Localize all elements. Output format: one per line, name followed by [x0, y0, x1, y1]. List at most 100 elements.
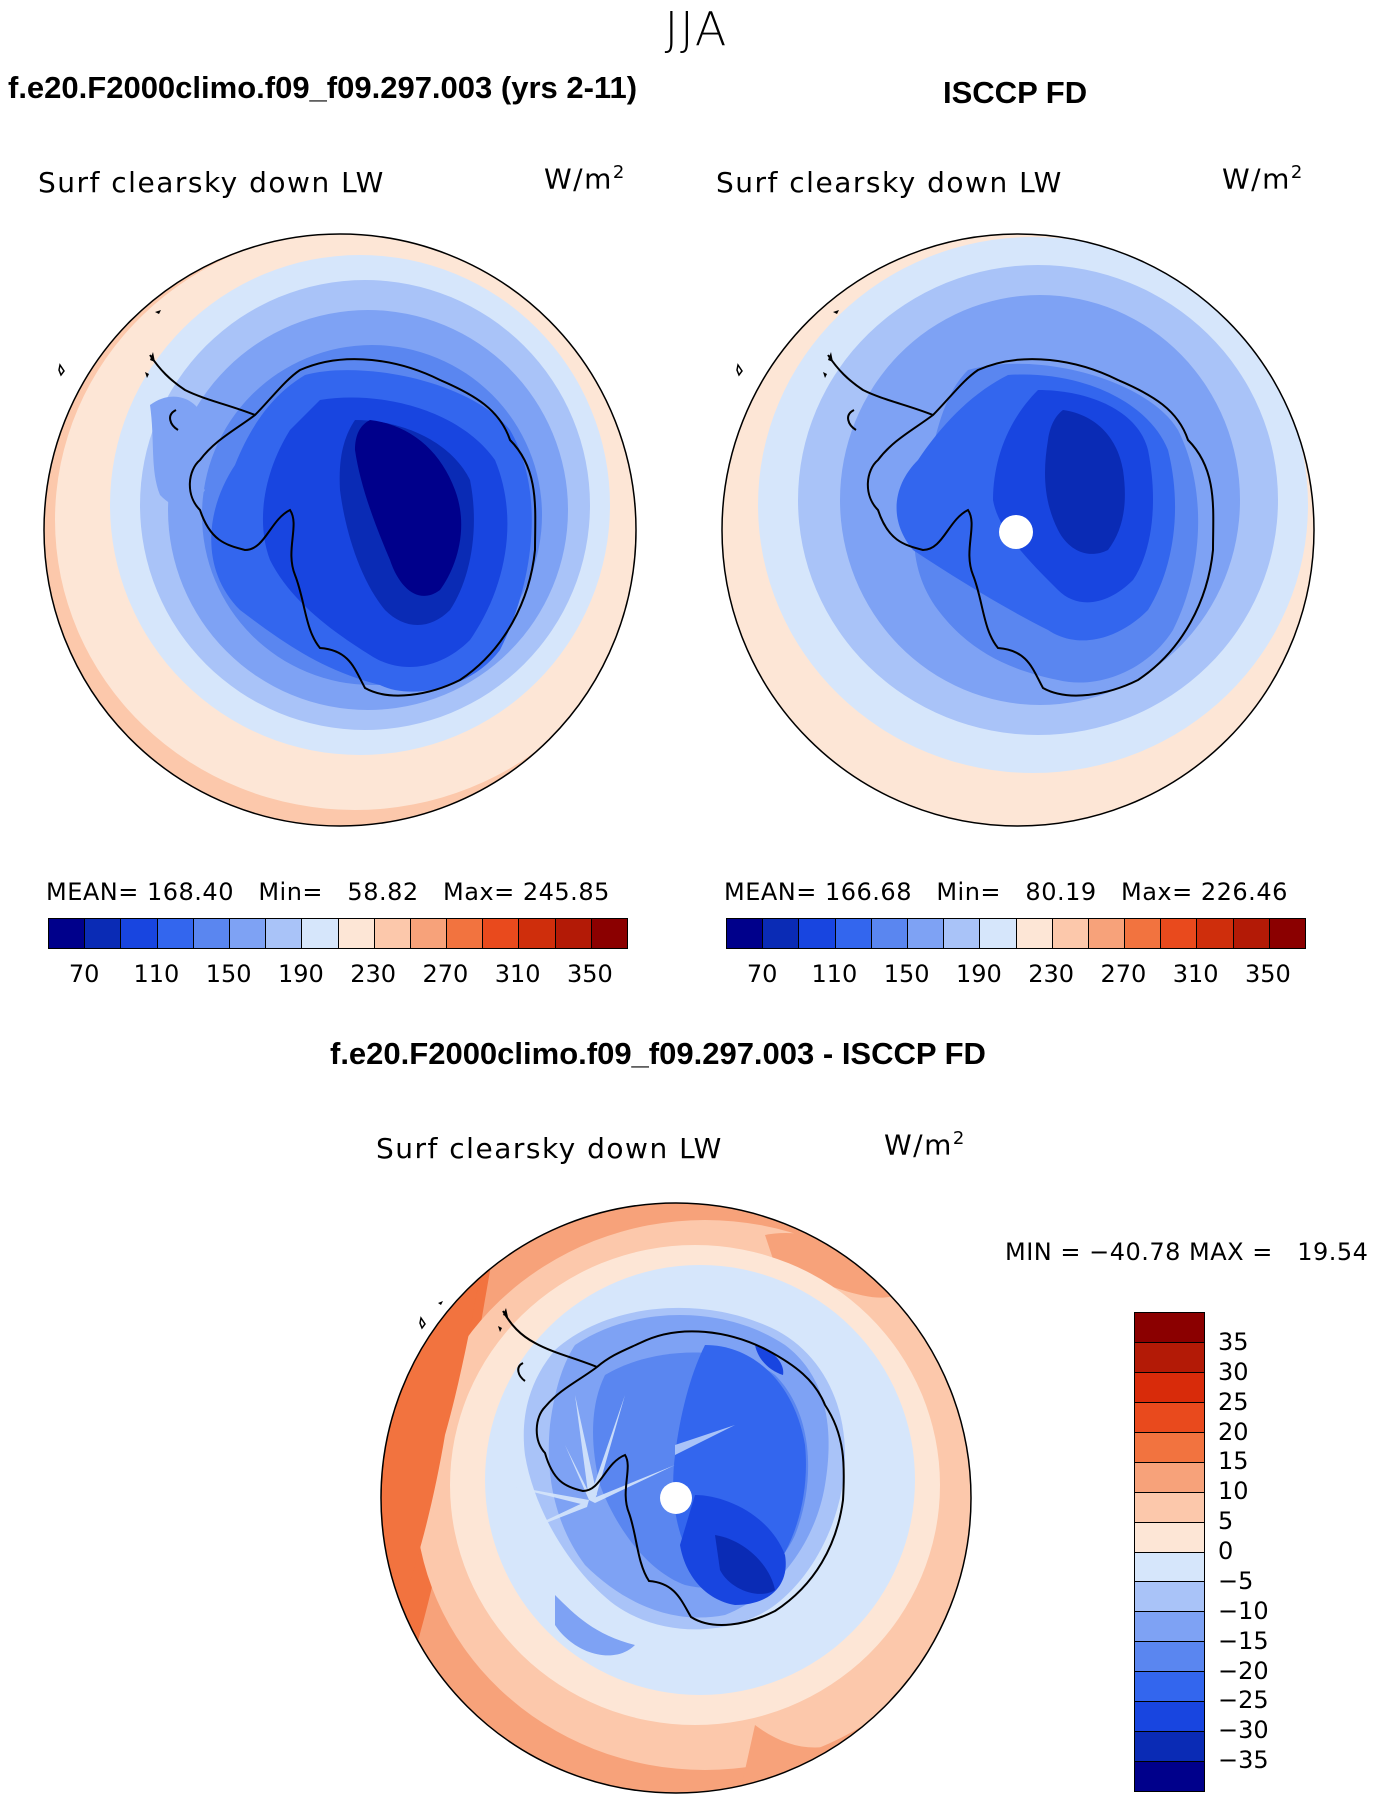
colorbar-swatch — [157, 919, 194, 948]
colorbar-swatch — [447, 919, 484, 948]
colorbar-swatch — [1135, 1732, 1204, 1763]
diff-panel-title: f.e20.F2000climo.f09_f09.297.003 - ISCCP… — [330, 1036, 986, 1071]
colorbar-tick-label: 35 — [1218, 1327, 1249, 1356]
colorbar-swatch — [121, 919, 158, 948]
colorbar-swatch — [1135, 1672, 1204, 1703]
colorbar-tick-label: 30 — [1218, 1357, 1249, 1386]
colorbar-tick-label: 350 — [566, 960, 613, 988]
colorbar-tick-label: 230 — [350, 960, 397, 988]
colorbar-swatch — [871, 919, 908, 948]
colorbar-tick-label: −15 — [1218, 1626, 1269, 1655]
colorbar-swatch — [944, 919, 981, 948]
colorbar-swatch — [1088, 919, 1126, 948]
colorbar-swatch — [1135, 1552, 1204, 1583]
colorbar-swatch — [1161, 919, 1198, 948]
colorbar-swatch — [555, 919, 592, 948]
colorbar-tick-label: 110 — [811, 960, 858, 988]
colorbar-tick-label: 310 — [494, 960, 541, 988]
obs-polar-map — [721, 233, 1315, 827]
colorbar-swatch — [302, 919, 339, 948]
colorbar-swatch — [338, 919, 375, 948]
colorbar-swatch — [591, 919, 627, 948]
colorbar-tick-label: 230 — [1028, 960, 1075, 988]
model-colorbar — [48, 918, 628, 949]
obs-panel-title: ISCCP FD — [943, 75, 1088, 110]
colorbar-swatch — [483, 919, 520, 948]
diff-pole-hole — [660, 1482, 692, 1514]
colorbar-swatch — [1135, 1642, 1204, 1673]
colorbar-swatch — [374, 919, 411, 948]
colorbar-tick-label: 20 — [1218, 1417, 1249, 1446]
colorbar-swatch — [1135, 1313, 1204, 1343]
colorbar-swatch — [1135, 1582, 1204, 1613]
colorbar-swatch — [1135, 1342, 1204, 1373]
colorbar-swatch — [1135, 1492, 1204, 1523]
colorbar-swatch — [835, 919, 872, 948]
diff-variable-label: Surf clearsky down LW — [376, 1132, 723, 1165]
colorbar-tick-label: 270 — [422, 960, 469, 988]
colorbar-tick-label: −20 — [1218, 1656, 1269, 1685]
diff-polar-map — [380, 1202, 972, 1794]
colorbar-tick-label: 350 — [1244, 960, 1291, 988]
model-panel-title: f.e20.F2000climo.f09_f09.297.003 (yrs 2-… — [8, 70, 638, 105]
obs-stats: MEAN= 166.68 Min= 80.19 Max= 226.46 — [724, 878, 1288, 906]
model-stats: MEAN= 168.40 Min= 58.82 Max= 245.85 — [46, 878, 610, 906]
colorbar-swatch — [1233, 919, 1270, 948]
colorbar-swatch — [519, 919, 556, 948]
colorbar-swatch — [907, 919, 945, 948]
colorbar-tick-label: −30 — [1218, 1716, 1269, 1745]
diff-colorbar — [1134, 1312, 1205, 1792]
colorbar-swatch — [1135, 1762, 1204, 1791]
colorbar-swatch — [1135, 1612, 1204, 1643]
colorbar-tick-label: 10 — [1218, 1477, 1249, 1506]
colorbar-tick-label: 110 — [133, 960, 180, 988]
colorbar-tick-label: 150 — [883, 960, 930, 988]
colorbar-swatch — [1135, 1702, 1204, 1733]
diff-minmax-stats: MIN = −40.78 MAX = 19.54 — [1005, 1238, 1369, 1266]
colorbar-swatch — [1269, 919, 1305, 948]
colorbar-swatch — [49, 919, 86, 948]
colorbar-swatch — [1135, 1402, 1204, 1433]
colorbar-tick-label: 15 — [1218, 1447, 1249, 1476]
diff-units-label: W/m2 — [884, 1128, 966, 1162]
obs-variable-label: Surf clearsky down LW — [716, 166, 1063, 199]
colorbar-swatch — [1135, 1432, 1204, 1463]
colorbar-swatch — [266, 919, 303, 948]
colorbar-swatch — [727, 919, 764, 948]
colorbar-tick-label: 5 — [1218, 1507, 1234, 1536]
colorbar-swatch — [1135, 1522, 1204, 1553]
colorbar-tick-label: 150 — [205, 960, 252, 988]
colorbar-swatch — [1135, 1372, 1204, 1403]
colorbar-swatch — [1125, 919, 1162, 948]
colorbar-swatch — [85, 919, 122, 948]
obs-units-label: W/m2 — [1222, 162, 1304, 196]
colorbar-tick-label: −5 — [1218, 1566, 1254, 1595]
colorbar-swatch — [410, 919, 448, 948]
colorbar-swatch — [1197, 919, 1234, 948]
colorbar-tick-label: 310 — [1172, 960, 1219, 988]
colorbar-tick-label: 190 — [955, 960, 1002, 988]
colorbar-tick-label: 0 — [1218, 1537, 1234, 1565]
colorbar-tick-label: 270 — [1100, 960, 1147, 988]
obs-pole-hole — [999, 515, 1033, 549]
season-title: JJA — [664, 2, 729, 56]
colorbar-swatch — [1135, 1462, 1204, 1493]
colorbar-swatch — [1052, 919, 1089, 948]
model-variable-label: Surf clearsky down LW — [38, 166, 385, 199]
diff-colorbar-ticks: 35 30 25 20 15 10 5 0 −5 −10 −15 −20 −25 −30 −35 — [1218, 1312, 1318, 1790]
model-units-label: W/m2 — [544, 162, 626, 196]
colorbar-tick-label: 70 — [68, 960, 100, 988]
colorbar-tick-label: −25 — [1218, 1686, 1269, 1715]
colorbar-tick-label: −35 — [1218, 1746, 1269, 1775]
colorbar-tick-label: −10 — [1218, 1596, 1269, 1625]
colorbar-swatch — [193, 919, 230, 948]
colorbar-tick-label: 190 — [277, 960, 324, 988]
colorbar-swatch — [229, 919, 267, 948]
colorbar-tick-label: 25 — [1218, 1387, 1249, 1416]
colorbar-swatch — [1016, 919, 1053, 948]
obs-colorbar — [726, 918, 1306, 949]
model-polar-map — [43, 233, 637, 827]
colorbar-tick-label: 70 — [746, 960, 778, 988]
colorbar-swatch — [799, 919, 836, 948]
colorbar-swatch — [980, 919, 1017, 948]
